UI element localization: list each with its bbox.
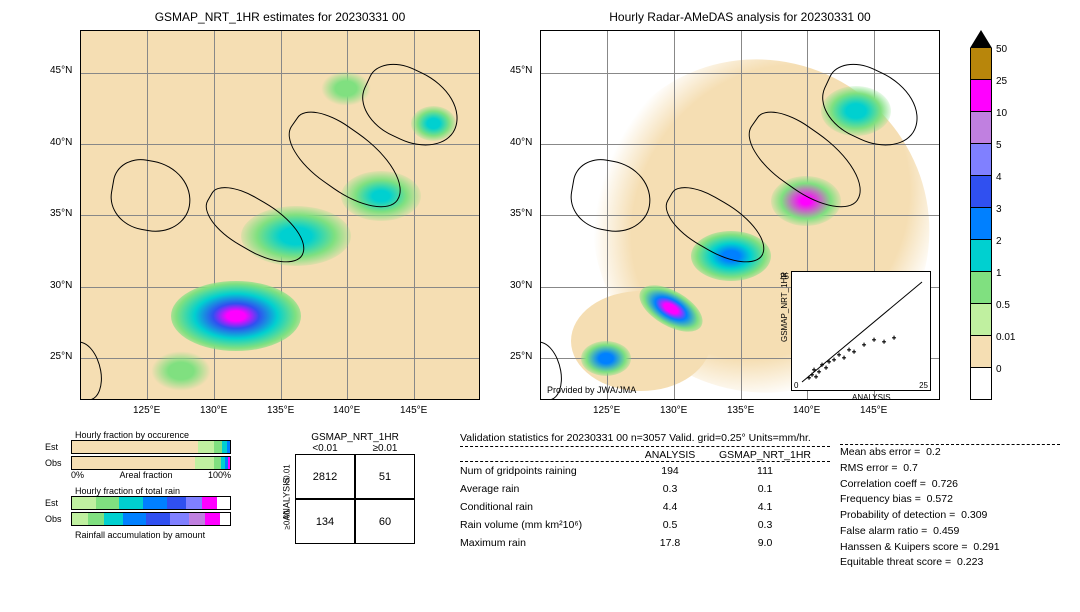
- left-map-title: GSMAP_NRT_1HR estimates for 20230331 00: [80, 10, 480, 24]
- svg-text:+: +: [892, 335, 896, 342]
- svg-text:+: +: [847, 347, 851, 354]
- right-map-title: Hourly Radar-AMeDAS analysis for 2023033…: [540, 10, 940, 24]
- metrics-list: Mean abs error = 0.2RMS error = 0.7Corre…: [840, 444, 1060, 571]
- svg-text:+: +: [817, 369, 821, 376]
- stats-table: Validation statistics for 20230331 00 n=…: [460, 432, 830, 552]
- contingency-table: GSMAP_NRT_1HR <0.01 ≥0.01 ANALYSIS <0.01…: [265, 432, 415, 544]
- svg-text:+: +: [832, 357, 836, 364]
- svg-text:+: +: [837, 352, 841, 359]
- svg-text:+: +: [812, 367, 816, 374]
- scatter-inset: +++ +++ +++ +++ +++ ++ ANALYSIS GSMAP_NR…: [791, 271, 931, 391]
- right-map: Provided by JWA/JMA +++ +++ +++ +++ +++ …: [540, 30, 940, 400]
- svg-text:+: +: [827, 359, 831, 366]
- svg-text:+: +: [824, 365, 828, 372]
- colorbar-top-triangle: [970, 30, 992, 48]
- svg-text:+: +: [852, 349, 856, 356]
- provided-label: Provided by JWA/JMA: [547, 385, 636, 395]
- svg-text:+: +: [882, 339, 886, 346]
- colorbar: 502510543210.50.010: [970, 30, 992, 400]
- svg-text:+: +: [872, 337, 876, 344]
- left-map: [80, 30, 480, 400]
- svg-text:+: +: [862, 342, 866, 349]
- occurrence-bars: Hourly fraction by occurence Est Obs 0%A…: [45, 430, 240, 540]
- svg-text:+: +: [842, 355, 846, 362]
